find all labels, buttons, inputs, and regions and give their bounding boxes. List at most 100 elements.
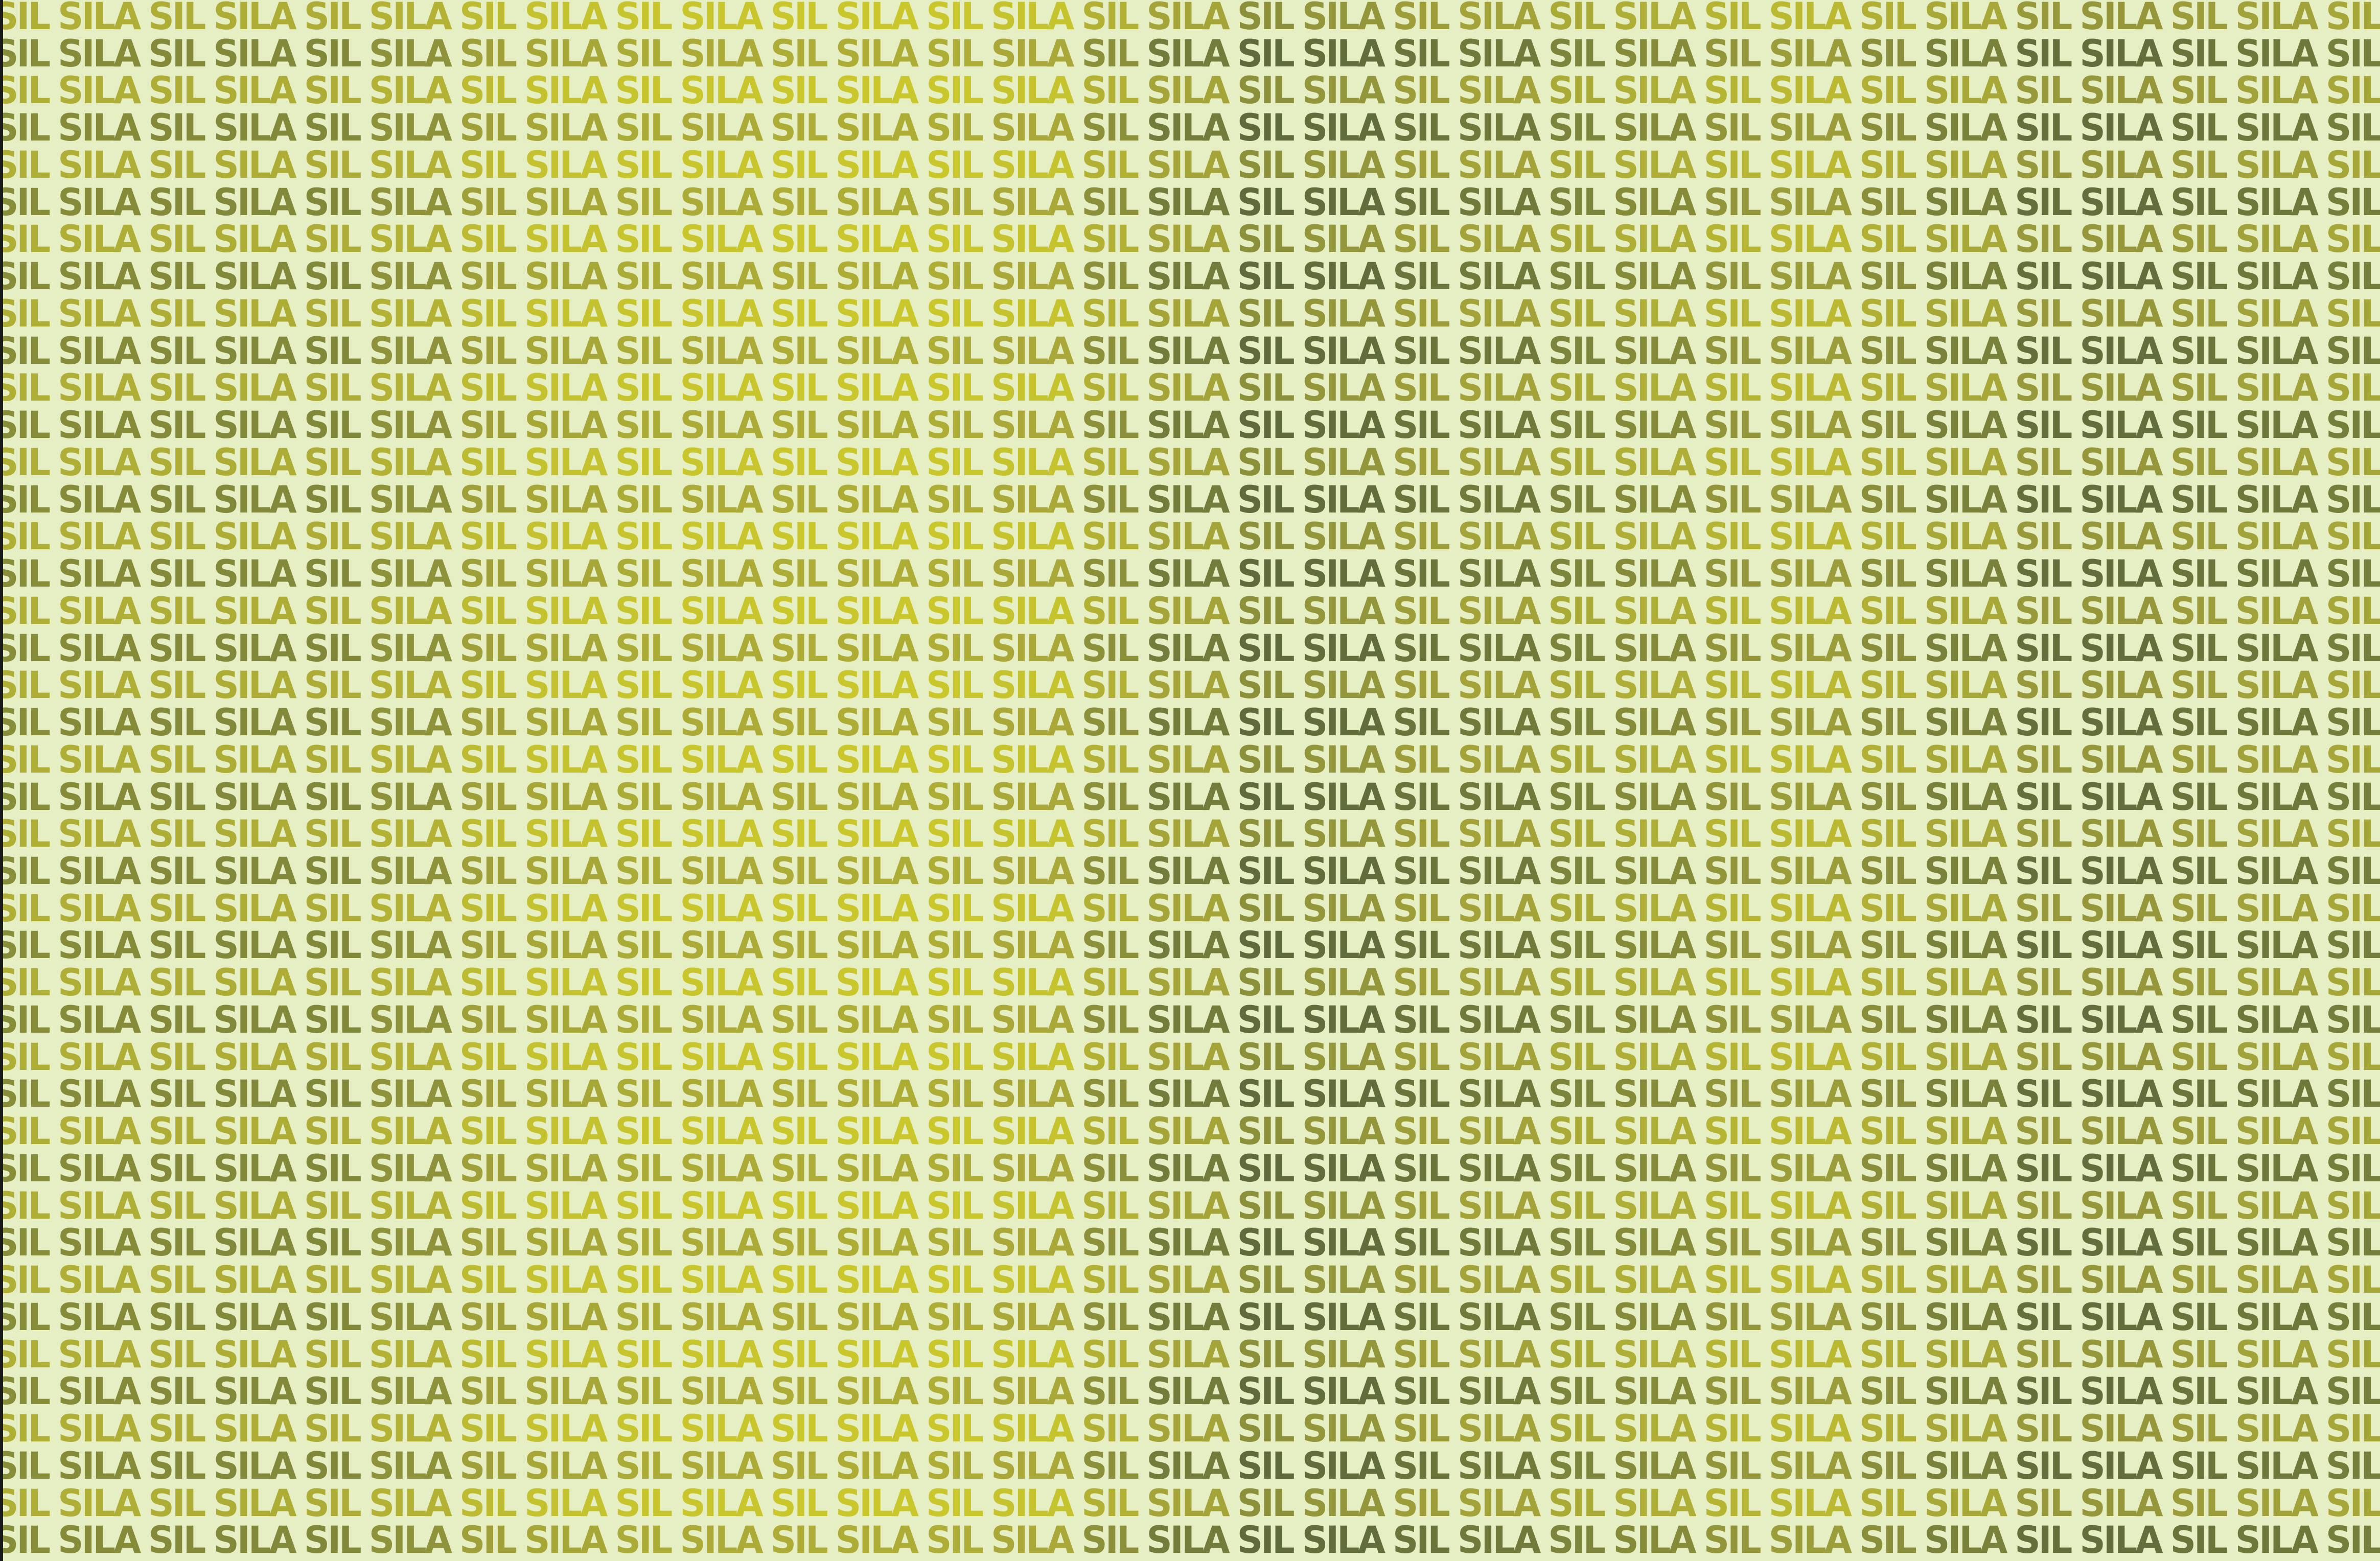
pattern-word: SIL bbox=[926, 1035, 984, 1079]
pattern-word: SIL bbox=[1392, 1332, 1450, 1377]
pattern-word: SIL bbox=[1081, 1406, 1139, 1451]
pattern-word: SIL bbox=[1237, 1518, 1295, 1561]
pattern-word: SIL bbox=[1548, 515, 1606, 559]
pattern-word: SIL bbox=[2170, 31, 2228, 76]
pattern-word: SIL bbox=[3, 589, 51, 633]
pattern-word: SIL bbox=[1237, 961, 1295, 1005]
pattern-word: SILA bbox=[835, 1183, 919, 1228]
pattern-word: SILA bbox=[368, 1183, 452, 1228]
pattern-word: SIL bbox=[1392, 997, 1450, 1042]
pattern-word: SILA bbox=[680, 886, 763, 930]
pattern-word: SIL bbox=[1703, 1518, 1762, 1561]
pattern-word: SILA bbox=[1768, 1183, 1852, 1228]
pattern-word: SIL bbox=[1392, 1072, 1450, 1116]
pattern-word: SILA bbox=[680, 849, 763, 894]
pattern-word: SIL bbox=[1703, 1183, 1762, 1228]
pattern-word: SILA bbox=[1768, 1369, 1852, 1414]
pattern-word: SIL bbox=[926, 1369, 984, 1414]
pattern-word: SIL bbox=[1548, 589, 1606, 633]
pattern-word: SILA bbox=[1768, 1072, 1852, 1116]
pattern-word: SIL bbox=[3, 143, 51, 187]
pattern-word: SILA bbox=[524, 626, 608, 670]
pattern-word: SIL bbox=[148, 923, 206, 968]
pattern-word: SIL bbox=[1859, 291, 1917, 336]
pattern-word: SILA bbox=[1458, 1406, 1541, 1451]
pattern-word: SIL bbox=[304, 440, 362, 484]
pattern-word: SILA bbox=[680, 515, 763, 559]
pattern-word: SILA bbox=[1458, 106, 1541, 150]
pattern-word: SILA bbox=[524, 106, 608, 150]
pattern-word: SILA bbox=[1924, 515, 2007, 559]
pattern-word: SILA bbox=[1924, 1332, 2007, 1377]
pattern-word: SILA bbox=[2079, 1369, 2163, 1414]
pattern-word: SIL bbox=[1081, 737, 1139, 782]
pattern-word: SILA bbox=[680, 1406, 763, 1451]
pattern-word: SIL bbox=[2170, 886, 2228, 930]
pattern-word: SIL bbox=[2015, 1183, 2072, 1228]
pattern-word: SIL bbox=[1237, 440, 1295, 484]
pattern-word: SILA bbox=[1302, 552, 1385, 596]
pattern-word: SIL bbox=[1548, 886, 1606, 930]
pattern-word: SIL bbox=[1081, 291, 1139, 336]
pattern-word: SILA bbox=[2079, 515, 2163, 559]
pattern-word: SIL bbox=[2325, 0, 2380, 39]
pattern-word: SILA bbox=[2235, 552, 2319, 596]
pattern-word: SIL bbox=[1703, 106, 1762, 150]
pattern-word: SIL bbox=[2170, 1518, 2228, 1561]
pattern-word: SIL bbox=[1703, 1035, 1762, 1079]
pattern-word: SIL bbox=[615, 997, 673, 1042]
pattern-word: SIL bbox=[770, 961, 828, 1005]
pattern-word: SIL bbox=[148, 515, 206, 559]
pattern-word: SIL bbox=[148, 663, 206, 708]
pattern-word: SILA bbox=[368, 106, 452, 150]
pattern-word: SILA bbox=[213, 440, 296, 484]
pattern-word: SIL bbox=[148, 737, 206, 782]
pattern-word: SIL bbox=[2325, 1295, 2380, 1339]
pattern-word: SIL bbox=[1548, 1369, 1606, 1414]
pattern-word: SIL bbox=[1548, 1146, 1606, 1191]
pattern-word: SILA bbox=[1768, 31, 1852, 76]
pattern-word: SIL bbox=[1859, 1295, 1917, 1339]
pattern-word: SILA bbox=[680, 1109, 763, 1154]
pattern-word: SIL bbox=[459, 1295, 517, 1339]
pattern-word: SILA bbox=[2235, 106, 2319, 150]
pattern-word: SIL bbox=[2170, 180, 2228, 224]
pattern-word: SIL bbox=[770, 403, 828, 448]
pattern-word: SILA bbox=[1146, 440, 1230, 484]
pattern-word: SIL bbox=[459, 700, 517, 745]
pattern-word: SIL bbox=[459, 663, 517, 708]
pattern-word: SILA bbox=[2079, 477, 2163, 522]
pattern-word: SIL bbox=[2325, 403, 2380, 448]
pattern-word: SIL bbox=[2170, 997, 2228, 1042]
pattern-word: SILA bbox=[1458, 589, 1541, 633]
pattern-word: SIL bbox=[1081, 961, 1139, 1005]
pattern-word: SILA bbox=[2235, 1109, 2319, 1154]
pattern-word: SIL bbox=[148, 997, 206, 1042]
pattern-word: SIL bbox=[3, 477, 51, 522]
pattern-word: SILA bbox=[213, 1481, 296, 1525]
pattern-word: SILA bbox=[368, 440, 452, 484]
pattern-word: SIL bbox=[1548, 106, 1606, 150]
pattern-word: SILA bbox=[2079, 403, 2163, 448]
pattern-word: SILA bbox=[1302, 1072, 1385, 1116]
pattern-word: SILA bbox=[1458, 1258, 1541, 1302]
pattern-word: SIL bbox=[304, 923, 362, 968]
pattern-word: SILA bbox=[1768, 849, 1852, 894]
pattern-word: SIL bbox=[2325, 886, 2380, 930]
pattern-word: SIL bbox=[1237, 477, 1295, 522]
pattern-word: SILA bbox=[1924, 552, 2007, 596]
pattern-word: SILA bbox=[1146, 849, 1230, 894]
pattern-word: SILA bbox=[368, 1258, 452, 1302]
pattern-word: SILA bbox=[213, 254, 296, 299]
pattern-word: SILA bbox=[368, 1369, 452, 1414]
pattern-word: SIL bbox=[2325, 143, 2380, 187]
pattern-word: SIL bbox=[2015, 440, 2072, 484]
pattern-word: SIL bbox=[3, 31, 51, 76]
pattern-word: SILA bbox=[1302, 515, 1385, 559]
pattern-word: SIL bbox=[1859, 254, 1917, 299]
pattern-word: SILA bbox=[680, 1072, 763, 1116]
pattern-word: SILA bbox=[1613, 663, 1696, 708]
pattern-word: SILA bbox=[1458, 329, 1541, 373]
pattern-word: SILA bbox=[2079, 0, 2163, 39]
pattern-word: SILA bbox=[835, 217, 919, 262]
